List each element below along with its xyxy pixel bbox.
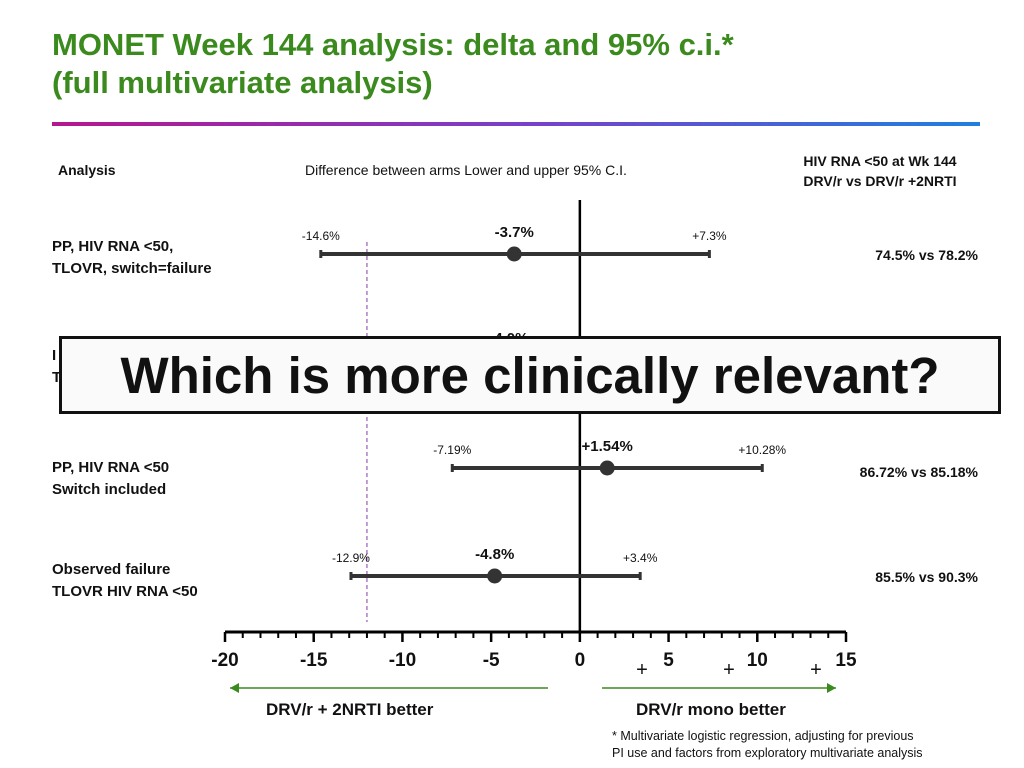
estimate-label: -3.7%: [495, 224, 534, 241]
x-tick-label: -10: [389, 650, 416, 671]
x-tick-label: 15: [835, 650, 857, 671]
ci-upper-label: +7.3%: [692, 229, 727, 243]
ci-upper-label: +3.4%: [623, 551, 658, 565]
row-label-pp-switch: PP, HIV RNA <50 Switch included: [52, 457, 169, 501]
estimate-label: -4.8%: [475, 546, 514, 563]
header-results-line-2: DRV/r vs DRV/r +2NRTI: [803, 173, 957, 189]
overlay-question-box: Which is more clinically relevant?: [59, 336, 1001, 414]
title-line-1: MONET Week 144 analysis: delta and 95% c…: [52, 27, 734, 62]
row-label-line: PP, HIV RNA <50: [52, 459, 170, 476]
header-results: HIV RNA <50 at Wk 144 DRV/r vs DRV/r +2N…: [760, 151, 1000, 191]
title-divider: [52, 122, 980, 126]
x-tick-label: 0: [575, 650, 586, 671]
footnote: * Multivariate logistic regression, adju…: [612, 728, 923, 762]
row-label-line: T: [52, 369, 62, 386]
point-estimate: [506, 246, 522, 262]
title-line-2: (full multivariate analysis): [52, 65, 433, 100]
x-tick-label: -5: [483, 650, 500, 671]
x-tick-label: -20: [211, 650, 238, 671]
row-label-observed: Observed failure TLOVR HIV RNA <50: [52, 559, 198, 603]
row-label-line: PP, HIV RNA <50,: [52, 238, 174, 255]
row-result-observed: 85.5% vs 90.3%: [875, 569, 978, 585]
point-estimate: [487, 568, 503, 584]
row-label-pp-tlovr: PP, HIV RNA <50, TLOVR, switch=failure: [52, 236, 212, 280]
left-better-label: DRV/r + 2NRTI better: [266, 700, 434, 719]
estimate-label: +1.54%: [582, 438, 633, 455]
right-better-label: DRV/r mono better: [636, 700, 786, 719]
header-results-line-1: HIV RNA <50 at Wk 144: [803, 153, 957, 169]
page-title: MONET Week 144 analysis: delta and 95% c…: [52, 26, 734, 102]
header-difference: Difference between arms Lower and upper …: [305, 162, 627, 178]
plus-mark: +: [636, 659, 648, 681]
row-result-pp-switch: 86.72% vs 85.18%: [859, 464, 978, 480]
row-label-line: TLOVR, switch=failure: [52, 260, 212, 277]
row-label-line: I: [52, 347, 57, 364]
point-estimate: [599, 460, 615, 476]
footnote-line-2: PI use and factors from exploratory mult…: [612, 746, 923, 760]
row-label-line: TLOVR HIV RNA <50: [52, 583, 198, 600]
x-tick-label: -15: [300, 650, 328, 671]
x-tick-label: 10: [747, 650, 768, 671]
row-label-line: Observed failure: [52, 561, 171, 578]
header-analysis: Analysis: [58, 162, 116, 178]
plus-mark: +: [723, 659, 735, 681]
row-label-line: Switch included: [52, 481, 167, 498]
row-label-hidden: I T: [52, 345, 61, 389]
ci-lower-label: -14.6%: [302, 229, 340, 243]
footnote-line-1: * Multivariate logistic regression, adju…: [612, 729, 914, 743]
left-better-arrow-head: [230, 683, 239, 693]
ci-lower-label: -7.19%: [433, 443, 471, 457]
row-result-pp-tlovr: 74.5% vs 78.2%: [875, 247, 978, 263]
ci-lower-label: -12.9%: [332, 551, 370, 565]
plus-mark: +: [810, 659, 822, 681]
ci-upper-label: +10.28%: [738, 443, 786, 457]
x-tick-label: 5: [663, 650, 674, 671]
right-better-arrow-head: [827, 683, 836, 693]
